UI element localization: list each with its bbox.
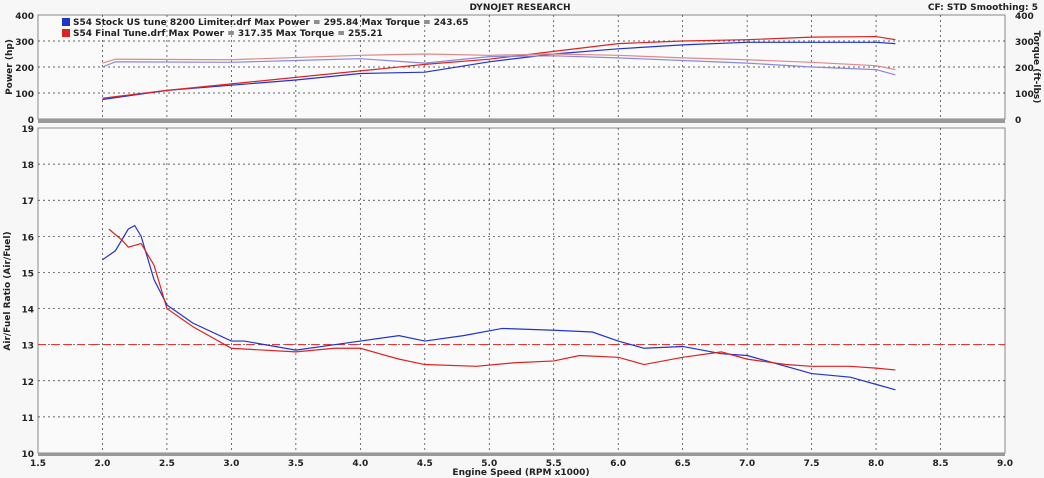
x-tick-label: 9.0 (997, 459, 1013, 469)
afr-tick-label: 14 (21, 306, 34, 316)
afr-tick-label: 12 (21, 378, 34, 388)
header-settings: CF: STD Smoothing: 5 (928, 3, 1038, 13)
x-tick-label: 5.5 (546, 459, 562, 469)
x-tick-label: 2.5 (159, 459, 175, 469)
x-tick-label: 3.0 (223, 459, 239, 469)
power-tick-label: 300 (15, 38, 34, 48)
x-tick-label: 6.0 (610, 459, 626, 469)
torque-tick-label: 200 (1015, 64, 1034, 74)
power-line-final (102, 35, 896, 99)
power-tick-label: 400 (15, 12, 34, 22)
legend: S54 Stock US tune 8200 Limiter.drf Max P… (62, 17, 470, 40)
afr-tick-label: 15 (21, 269, 34, 279)
afr-tick-label: 17 (21, 197, 34, 207)
torque-tick-label: 400 (1015, 12, 1034, 22)
header-title: DYNOJET RESEARCH (469, 3, 570, 13)
afr-line-final (108, 228, 896, 371)
torque-tick-label: 0 (1015, 116, 1021, 126)
afr-tick-label: 18 (21, 161, 34, 171)
legend-stock: S54 Stock US tune 8200 Limiter.drf Max P… (73, 18, 469, 28)
torque-axis-label: Torque (ft-lbs) (1031, 31, 1041, 104)
power-tick-label: 100 (15, 90, 34, 100)
afr-tick-label: 16 (21, 233, 34, 243)
afr-tick-label: 11 (21, 414, 34, 424)
torque-tick-label: 100 (1015, 90, 1034, 100)
afr-panel (37, 127, 1006, 454)
x-tick-label: 5.0 (481, 459, 497, 469)
x-tick-label: 1.5 (30, 459, 46, 469)
x-axis-label: Engine Speed (RPM x1000) (452, 468, 589, 478)
torque-tick-label: 300 (1015, 38, 1034, 48)
x-tick-label: 7.0 (739, 459, 755, 469)
afr-tick-label: 10 (21, 450, 34, 460)
x-tick-label: 4.5 (417, 459, 433, 469)
x-tick-label: 6.5 (675, 459, 691, 469)
power-line-stock (102, 41, 896, 101)
legend-final: S54 Final Tune.drf Max Power = 317.35 Ma… (73, 29, 383, 39)
afr-line-stock (102, 224, 896, 391)
x-tick-label: 8.5 (933, 459, 949, 469)
power-axis-label: Power (hp) (5, 39, 15, 95)
afr-tick-label: 13 (21, 342, 34, 352)
legend-swatch-final (62, 29, 70, 37)
x-axis-bar (38, 453, 1005, 456)
power-tick-label: 0 (28, 116, 34, 126)
panel-divider (38, 119, 1005, 123)
x-tick-label: 8.0 (868, 459, 884, 469)
x-tick-label: 2.0 (94, 459, 110, 469)
torque-line-final (102, 53, 896, 71)
x-tick-label: 3.5 (288, 459, 304, 469)
power-tick-label: 200 (15, 64, 34, 74)
x-tick-label: 4.0 (352, 459, 368, 469)
afr-axis-label: Air/Fuel Ratio (Air/Fuel) (3, 231, 13, 350)
x-tick-label: 7.5 (804, 459, 820, 469)
torque-line-stock (102, 55, 896, 76)
legend-swatch-stock (62, 18, 70, 26)
afr-tick-label: 19 (21, 125, 34, 135)
